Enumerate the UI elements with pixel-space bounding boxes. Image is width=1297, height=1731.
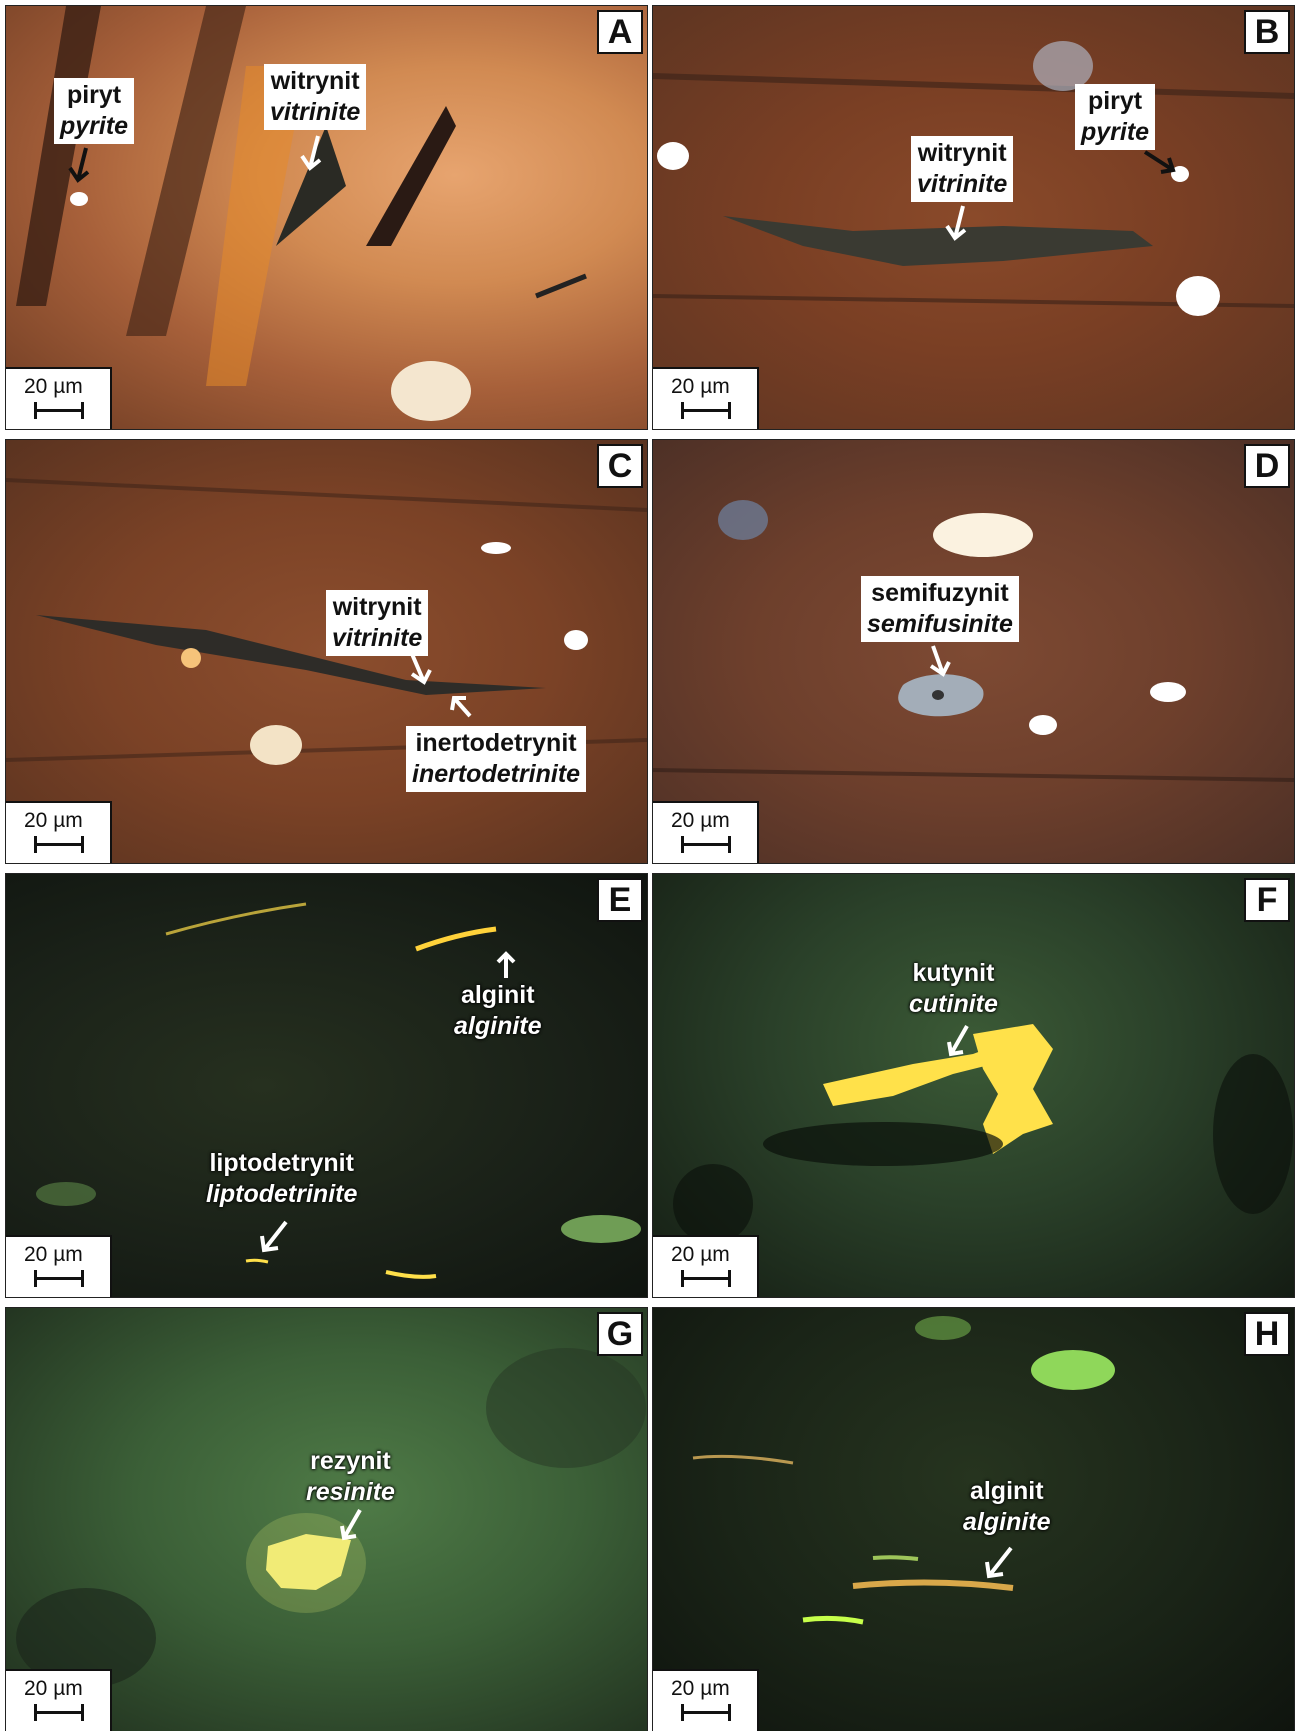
scale-bar: 20 µm xyxy=(6,1669,112,1731)
panel-letter: F xyxy=(1244,878,1290,922)
label-alginite: alginit alginite xyxy=(454,981,542,1040)
arrow-icon xyxy=(929,645,951,677)
label-alginite: alginit alginite xyxy=(963,1477,1051,1536)
panel-letter: G xyxy=(597,1312,643,1356)
panel-letter: H xyxy=(1244,1312,1290,1356)
micrograph-h-features xyxy=(692,1316,1115,1625)
arrow-icon xyxy=(410,653,432,685)
micrograph-d-features xyxy=(653,500,1294,782)
label-inertodetrinite: inertodetrynit inertodetrinite xyxy=(406,726,587,792)
arrow-icon xyxy=(1143,150,1176,174)
arrow-icon xyxy=(450,696,472,718)
panel-letter: A xyxy=(597,10,643,54)
panel-letter: C xyxy=(597,444,643,488)
micrograph-b-features xyxy=(653,41,1294,316)
arrow-icon xyxy=(985,1546,1013,1579)
micrograph-f xyxy=(653,874,1294,1297)
panel-h: H alginit alginite 20 µm xyxy=(652,1307,1295,1731)
arrow-icon xyxy=(260,1220,288,1253)
label-semifusinite: semifuzynit semifusinite xyxy=(861,576,1019,642)
panel-letter: D xyxy=(1244,444,1290,488)
label-cutinite: kutynit cutinite xyxy=(909,959,998,1018)
panel-d: D semifuzynit semifusinite 20 µm xyxy=(652,439,1295,864)
scale-bar: 20 µm xyxy=(653,1669,759,1731)
micrograph-a-features xyxy=(16,6,587,421)
scale-bar: 20 µm xyxy=(653,367,759,429)
arrow-icon xyxy=(496,951,516,978)
arrow-icon xyxy=(340,1509,362,1541)
label-resinite: rezynit resinite xyxy=(306,1447,395,1506)
scale-bar: 20 µm xyxy=(653,801,759,863)
micrograph-e-features xyxy=(36,902,641,1279)
panel-a: A piryt pyrite witrynit vitrinite 20 µm xyxy=(5,5,648,430)
arrow-icon xyxy=(300,135,322,171)
label-vitrinite: witrynit vitrinite xyxy=(264,64,367,130)
label-pyrite: piryt pyrite xyxy=(1075,84,1156,150)
arrow-icon xyxy=(945,205,967,241)
label-vitrinite: witrynit vitrinite xyxy=(911,136,1014,202)
arrow-icon xyxy=(947,1025,969,1057)
label-vitrinite: witrynit vitrinite xyxy=(326,590,429,656)
scale-bar: 20 µm xyxy=(653,1235,759,1297)
panel-e: E alginit alginite liptodetrynit liptodetr… xyxy=(5,873,648,1298)
label-liptodetrinite: liptodetrynit liptodetrinite xyxy=(206,1149,358,1208)
panel-letter: E xyxy=(597,878,643,922)
scale-bar: 20 µm xyxy=(6,367,112,429)
panel-f: F kutynit cutinite 20 µm xyxy=(652,873,1295,1298)
panel-c: C witrynit vitrinite inertodetrynit inerto… xyxy=(5,439,648,864)
panel-letter: B xyxy=(1244,10,1290,54)
micrograph-g-features xyxy=(16,1348,646,1688)
scale-bar: 20 µm xyxy=(6,1235,112,1297)
label-pyrite: piryt pyrite xyxy=(54,78,135,144)
micrograph-e xyxy=(6,874,647,1297)
arrow-icon xyxy=(68,147,90,183)
panel-b: B witrynit vitrinite piryt pyrite 20 µm xyxy=(652,5,1295,430)
micrograph-h xyxy=(653,1308,1294,1731)
micrograph-f-features xyxy=(673,1024,1293,1244)
panel-g: G rezynit resinite 20 µm xyxy=(5,1307,648,1731)
scale-bar: 20 µm xyxy=(6,801,112,863)
